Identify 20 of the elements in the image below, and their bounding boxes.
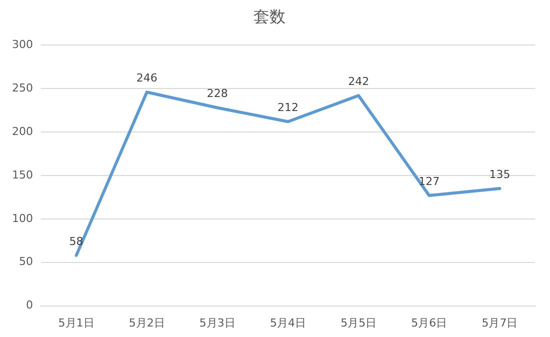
- y-tick-label: 100: [12, 212, 33, 225]
- data-label: 246: [136, 71, 158, 84]
- x-tick-label: 5月5日: [340, 316, 377, 330]
- x-tick-label: 5月4日: [270, 316, 306, 330]
- x-tick-label: 5月7日: [482, 316, 518, 330]
- data-label: 228: [206, 87, 228, 100]
- y-tick-label: 250: [12, 81, 33, 94]
- y-tick-label: 0: [26, 298, 33, 312]
- y-tick-label: 50: [18, 255, 33, 268]
- y-tick-label: 300: [12, 38, 33, 52]
- y-tick-label: 200: [12, 124, 33, 138]
- y-tick-label: 150: [12, 168, 33, 182]
- x-tick-label: 5月1日: [58, 316, 94, 330]
- data-label: 242: [348, 74, 370, 88]
- x-tick-label: 5月6日: [411, 316, 448, 330]
- data-label: 135: [489, 168, 510, 181]
- chart-title: 套数: [254, 6, 286, 26]
- x-tick-label: 5月3日: [199, 316, 236, 330]
- x-tick-label: 5月2日: [128, 316, 165, 330]
- data-label: 212: [278, 101, 298, 114]
